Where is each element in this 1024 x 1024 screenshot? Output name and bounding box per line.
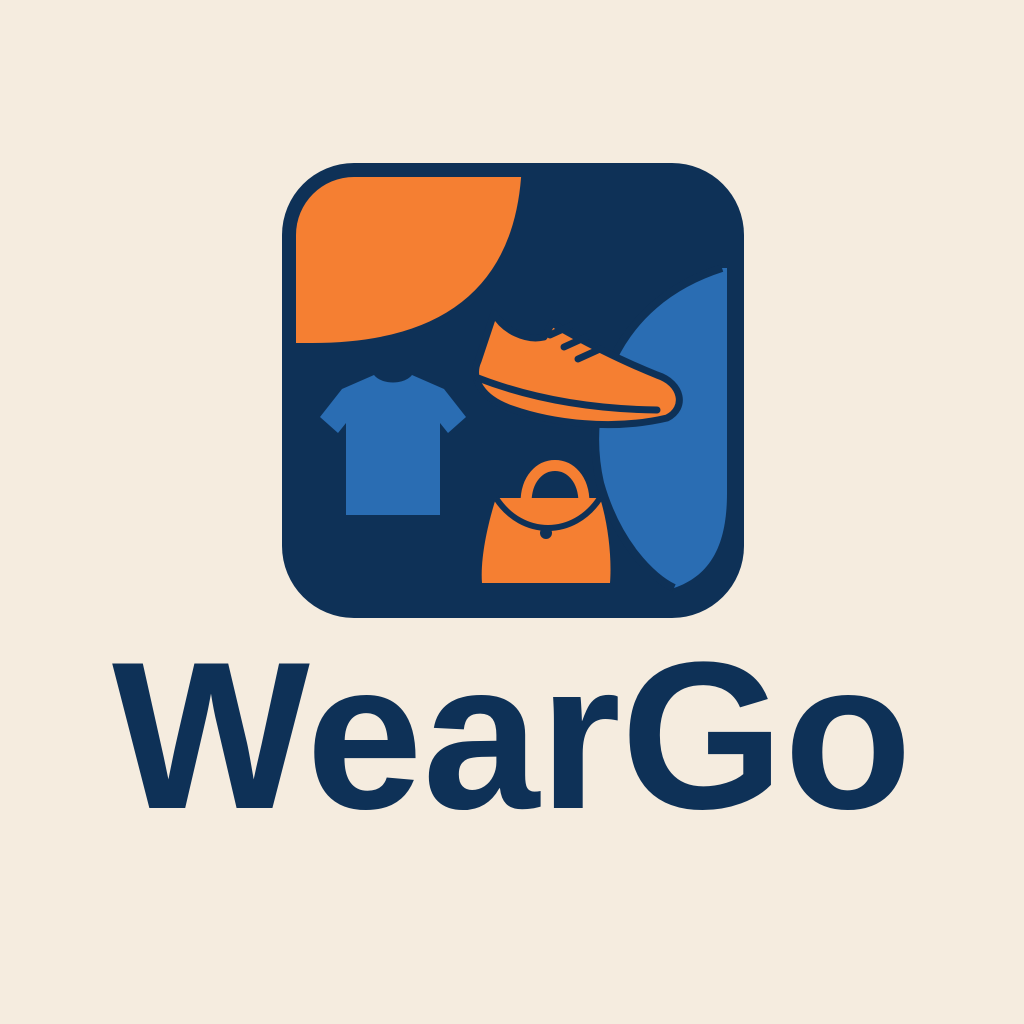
brand-name: WearGo <box>112 628 912 828</box>
brand-wordmark: WearGo <box>0 628 1024 828</box>
app-tile-icon <box>282 163 744 618</box>
sneaker-icon <box>472 309 683 429</box>
orange-sun-shape <box>296 177 522 343</box>
blue-leaf-shape <box>595 268 727 588</box>
handbag-icon <box>481 460 611 583</box>
tshirt-icon <box>320 375 466 515</box>
